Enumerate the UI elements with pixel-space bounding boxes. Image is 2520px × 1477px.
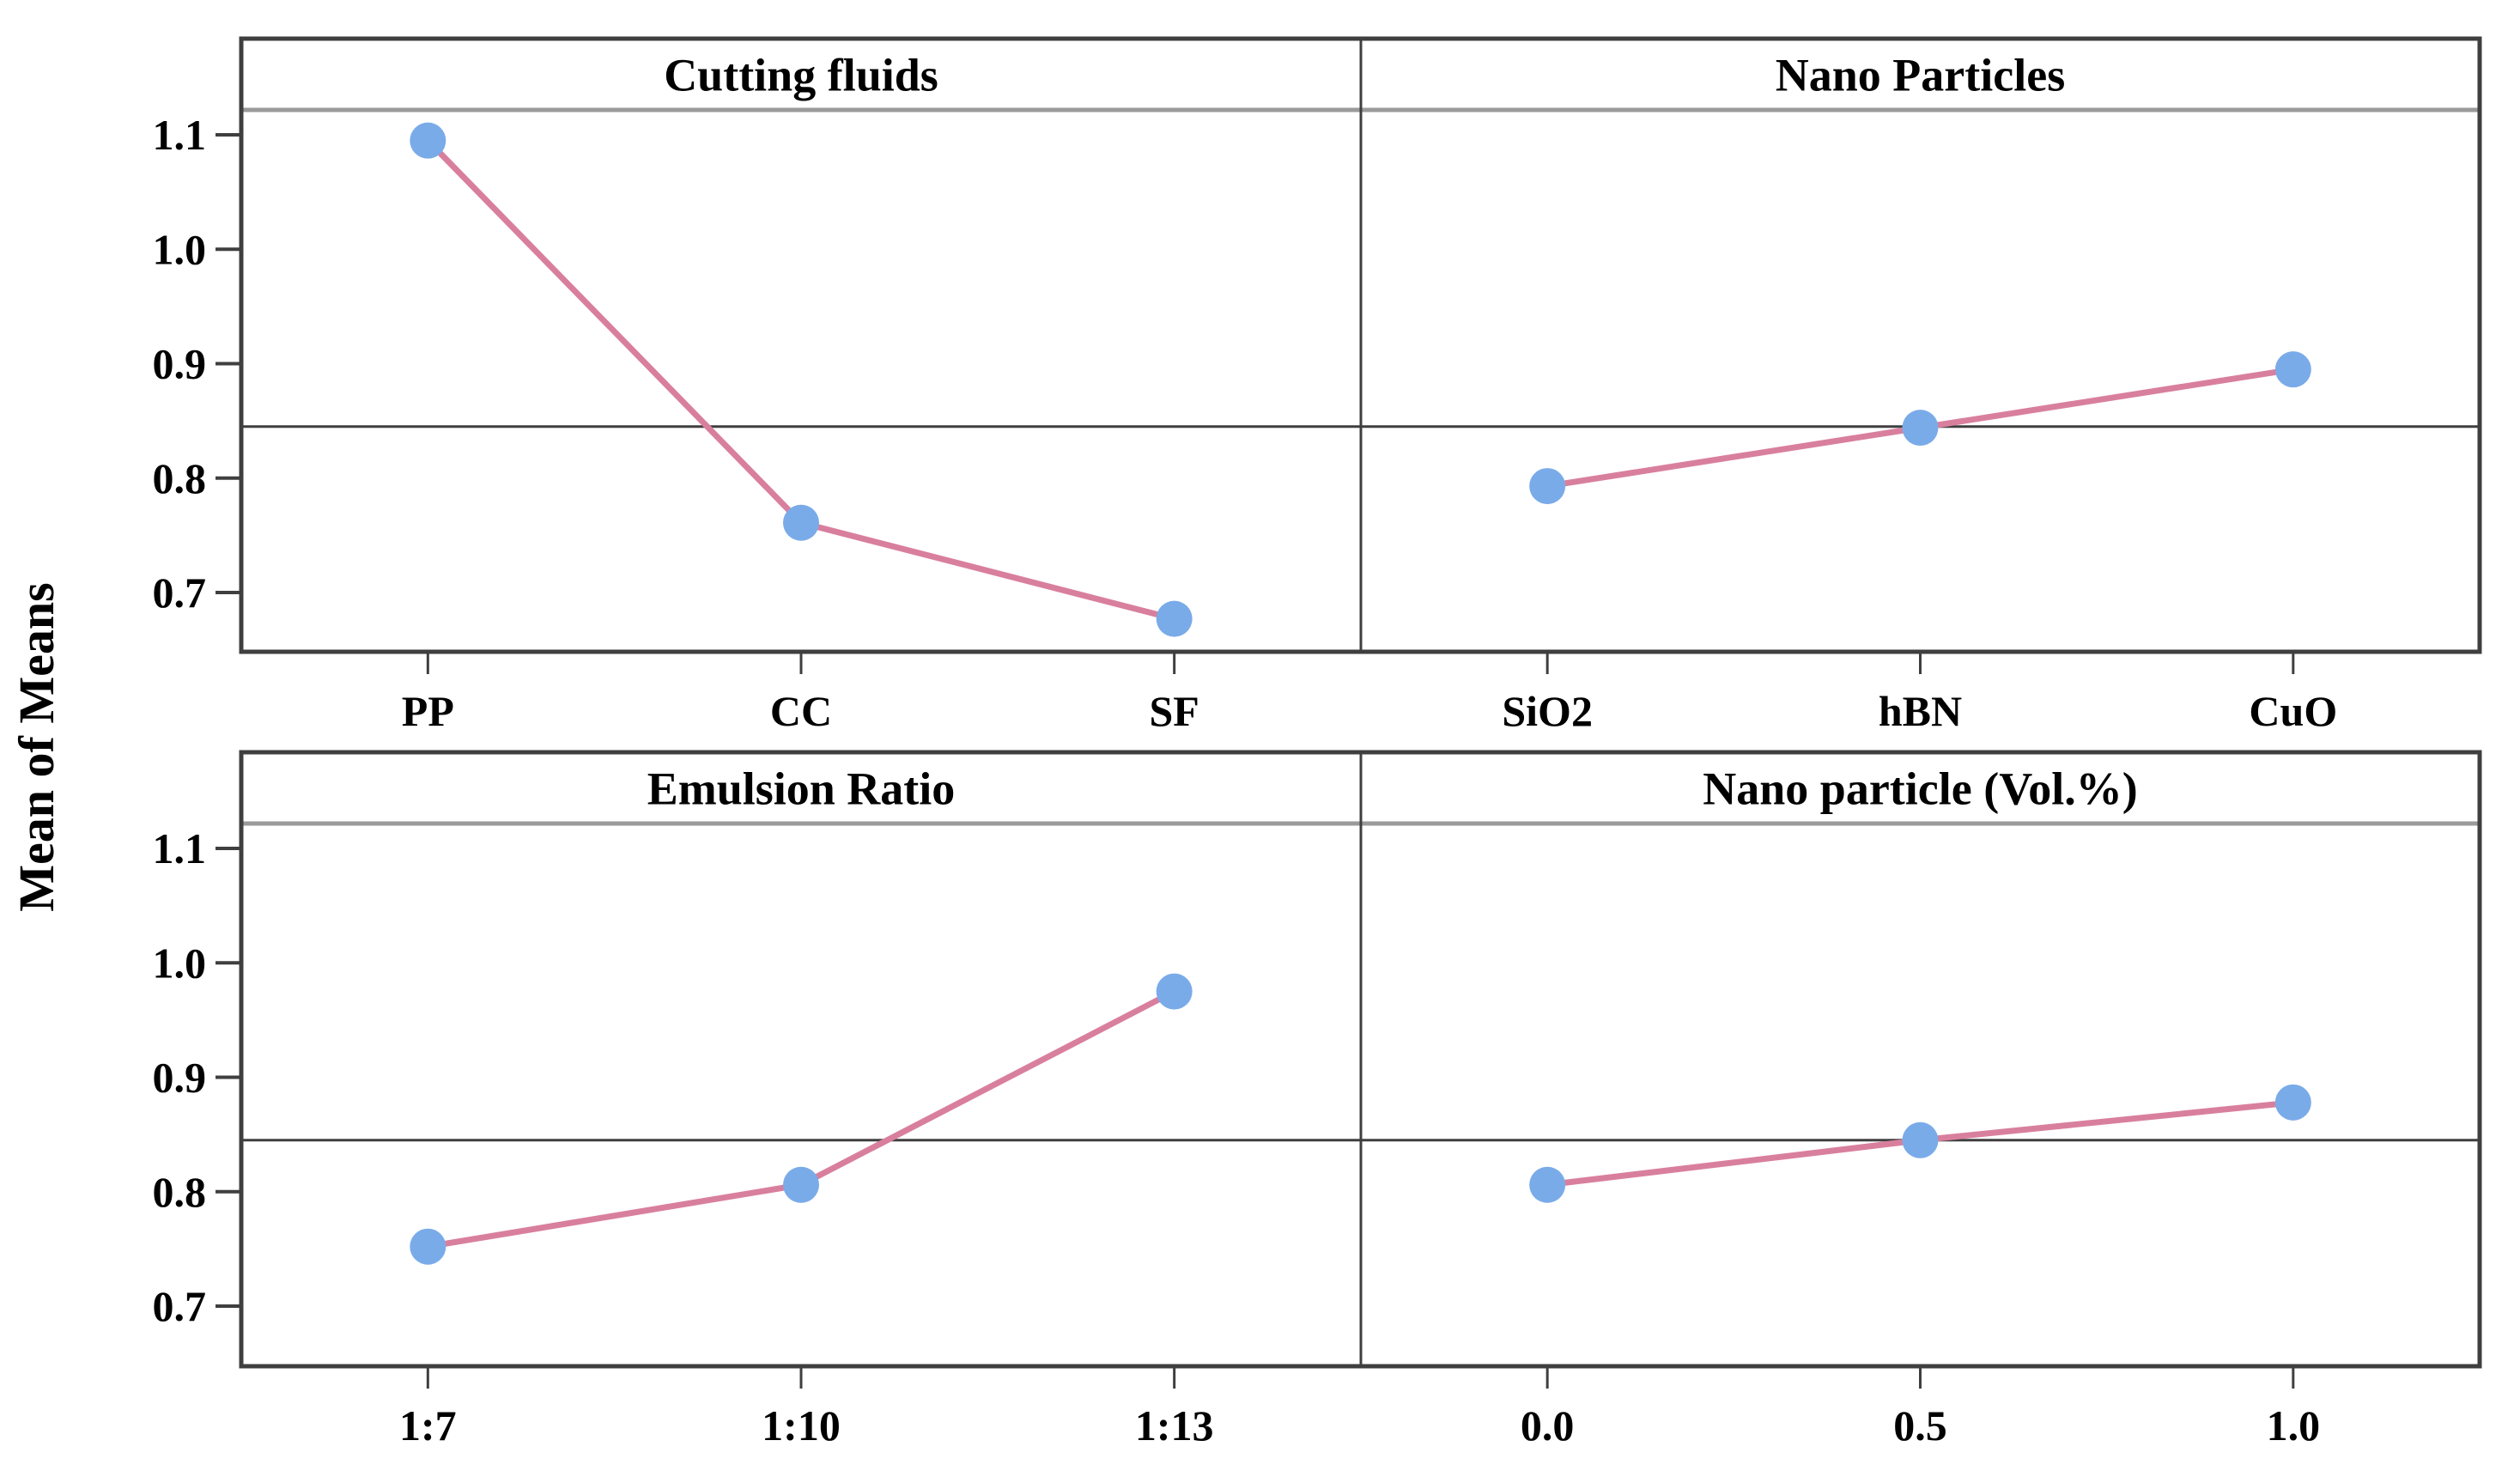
x-category-label: SiO2 — [1502, 687, 1593, 735]
y-tick-label: 0.7 — [153, 1282, 207, 1330]
series-line — [424, 988, 1178, 1250]
data-point-marker — [1529, 468, 1566, 505]
data-point-marker — [1156, 600, 1193, 637]
data-point-marker — [2274, 351, 2311, 388]
data-point-marker — [2274, 1084, 2311, 1121]
data-point-marker — [1156, 973, 1193, 1010]
x-category-label: 0.0 — [1521, 1401, 1575, 1450]
x-category-label: PP — [402, 687, 454, 735]
y-tick-label: 1.0 — [153, 225, 207, 273]
y-tick-label: 0.8 — [153, 1168, 207, 1216]
x-category-label: 1:10 — [762, 1401, 841, 1450]
y-tick-label: 0.7 — [153, 568, 207, 617]
data-point-marker — [1902, 1121, 1939, 1158]
y-tick-label: 0.8 — [153, 454, 207, 502]
data-point-marker — [1529, 1166, 1566, 1203]
x-category-label: 1:7 — [399, 1401, 457, 1450]
data-point-marker — [783, 1166, 819, 1203]
y-tick-label: 1.0 — [153, 939, 207, 987]
x-category-label: CuO — [2249, 687, 2337, 735]
panel-title: Nano particle (Vol.%) — [1703, 763, 2137, 815]
x-category-label: hBN — [1879, 687, 1962, 735]
y-tick-label: 1.1 — [153, 111, 207, 159]
y-tick-label: 1.1 — [153, 824, 207, 872]
x-category-label: 0.5 — [1893, 1401, 1947, 1450]
x-category-label: SF — [1149, 687, 1199, 735]
y-tick-label: 0.9 — [153, 1054, 207, 1102]
x-category-label: 1.0 — [2267, 1401, 2321, 1450]
series-line — [424, 137, 1178, 623]
data-point-marker — [410, 122, 446, 159]
panel-title: Emulsion Ratio — [647, 763, 956, 815]
data-point-marker — [410, 1228, 446, 1265]
y-tick-label: 0.9 — [153, 340, 207, 388]
panel-title: Nano Particles — [1776, 50, 2065, 101]
data-point-marker — [783, 504, 819, 541]
x-category-label: 1:13 — [1135, 1401, 1214, 1450]
data-point-marker — [1902, 410, 1939, 447]
panel-title: Cutting fluids — [664, 50, 938, 101]
y-axis-title: Mean of Means — [9, 582, 64, 911]
x-category-label: CC — [770, 687, 832, 735]
